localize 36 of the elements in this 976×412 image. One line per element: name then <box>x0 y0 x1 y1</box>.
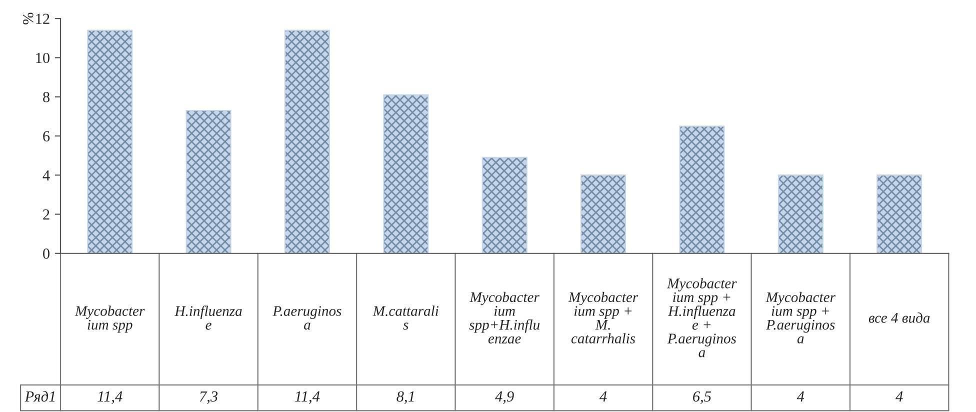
y-tick-label: 4 <box>42 170 50 180</box>
x-tick-label: Mycobacter ium spp + H.influenza e + P.aeruginos a <box>666 278 737 358</box>
bar <box>87 30 133 254</box>
data-label: 4 <box>599 391 607 402</box>
data-label: 4 <box>896 391 903 402</box>
y-tick-label: 2 <box>43 209 50 220</box>
x-tick-label: все 4 вида <box>868 312 930 323</box>
data-label: 8,1 <box>396 391 414 404</box>
bar <box>580 174 626 254</box>
data-label: 11,4 <box>294 391 320 404</box>
bar <box>284 30 330 254</box>
x-tick-label: M.cattarali s <box>372 306 438 330</box>
y-tick-label: 0 <box>43 248 50 259</box>
y-tick-label: 10 <box>36 52 50 64</box>
text: Ряд1 <box>24 390 55 402</box>
y-tick-label: 6 <box>43 131 50 142</box>
x-tick-label: P.aeruginos a <box>272 306 342 330</box>
data-label: 4,9 <box>495 391 514 404</box>
data-label: 7,3 <box>200 391 218 404</box>
x-tick-label: Mycobacter ium spp <box>74 306 145 333</box>
y-tick-label: 8 <box>43 92 50 102</box>
bar <box>679 126 725 254</box>
x-tick-label: Mycobacter ium spp + M. catarrhalis <box>568 292 638 344</box>
x-tick-label: H.influenza e <box>174 306 242 330</box>
data-label: 4 <box>796 391 804 402</box>
y-tick-label: 12 <box>36 14 50 24</box>
bar <box>383 94 429 254</box>
bar <box>876 174 922 254</box>
data-label: 6,5 <box>693 391 712 404</box>
y-axis-title: % <box>22 12 34 24</box>
bar <box>778 174 824 254</box>
x-tick-label: Mycobacter ium spp+H.influ enzae <box>469 292 540 344</box>
x-tick-label: Mycobacter ium spp + P.aeruginos a <box>766 292 836 344</box>
data-label: 11,4 <box>98 391 122 404</box>
bar <box>482 156 528 254</box>
bar <box>186 110 232 254</box>
